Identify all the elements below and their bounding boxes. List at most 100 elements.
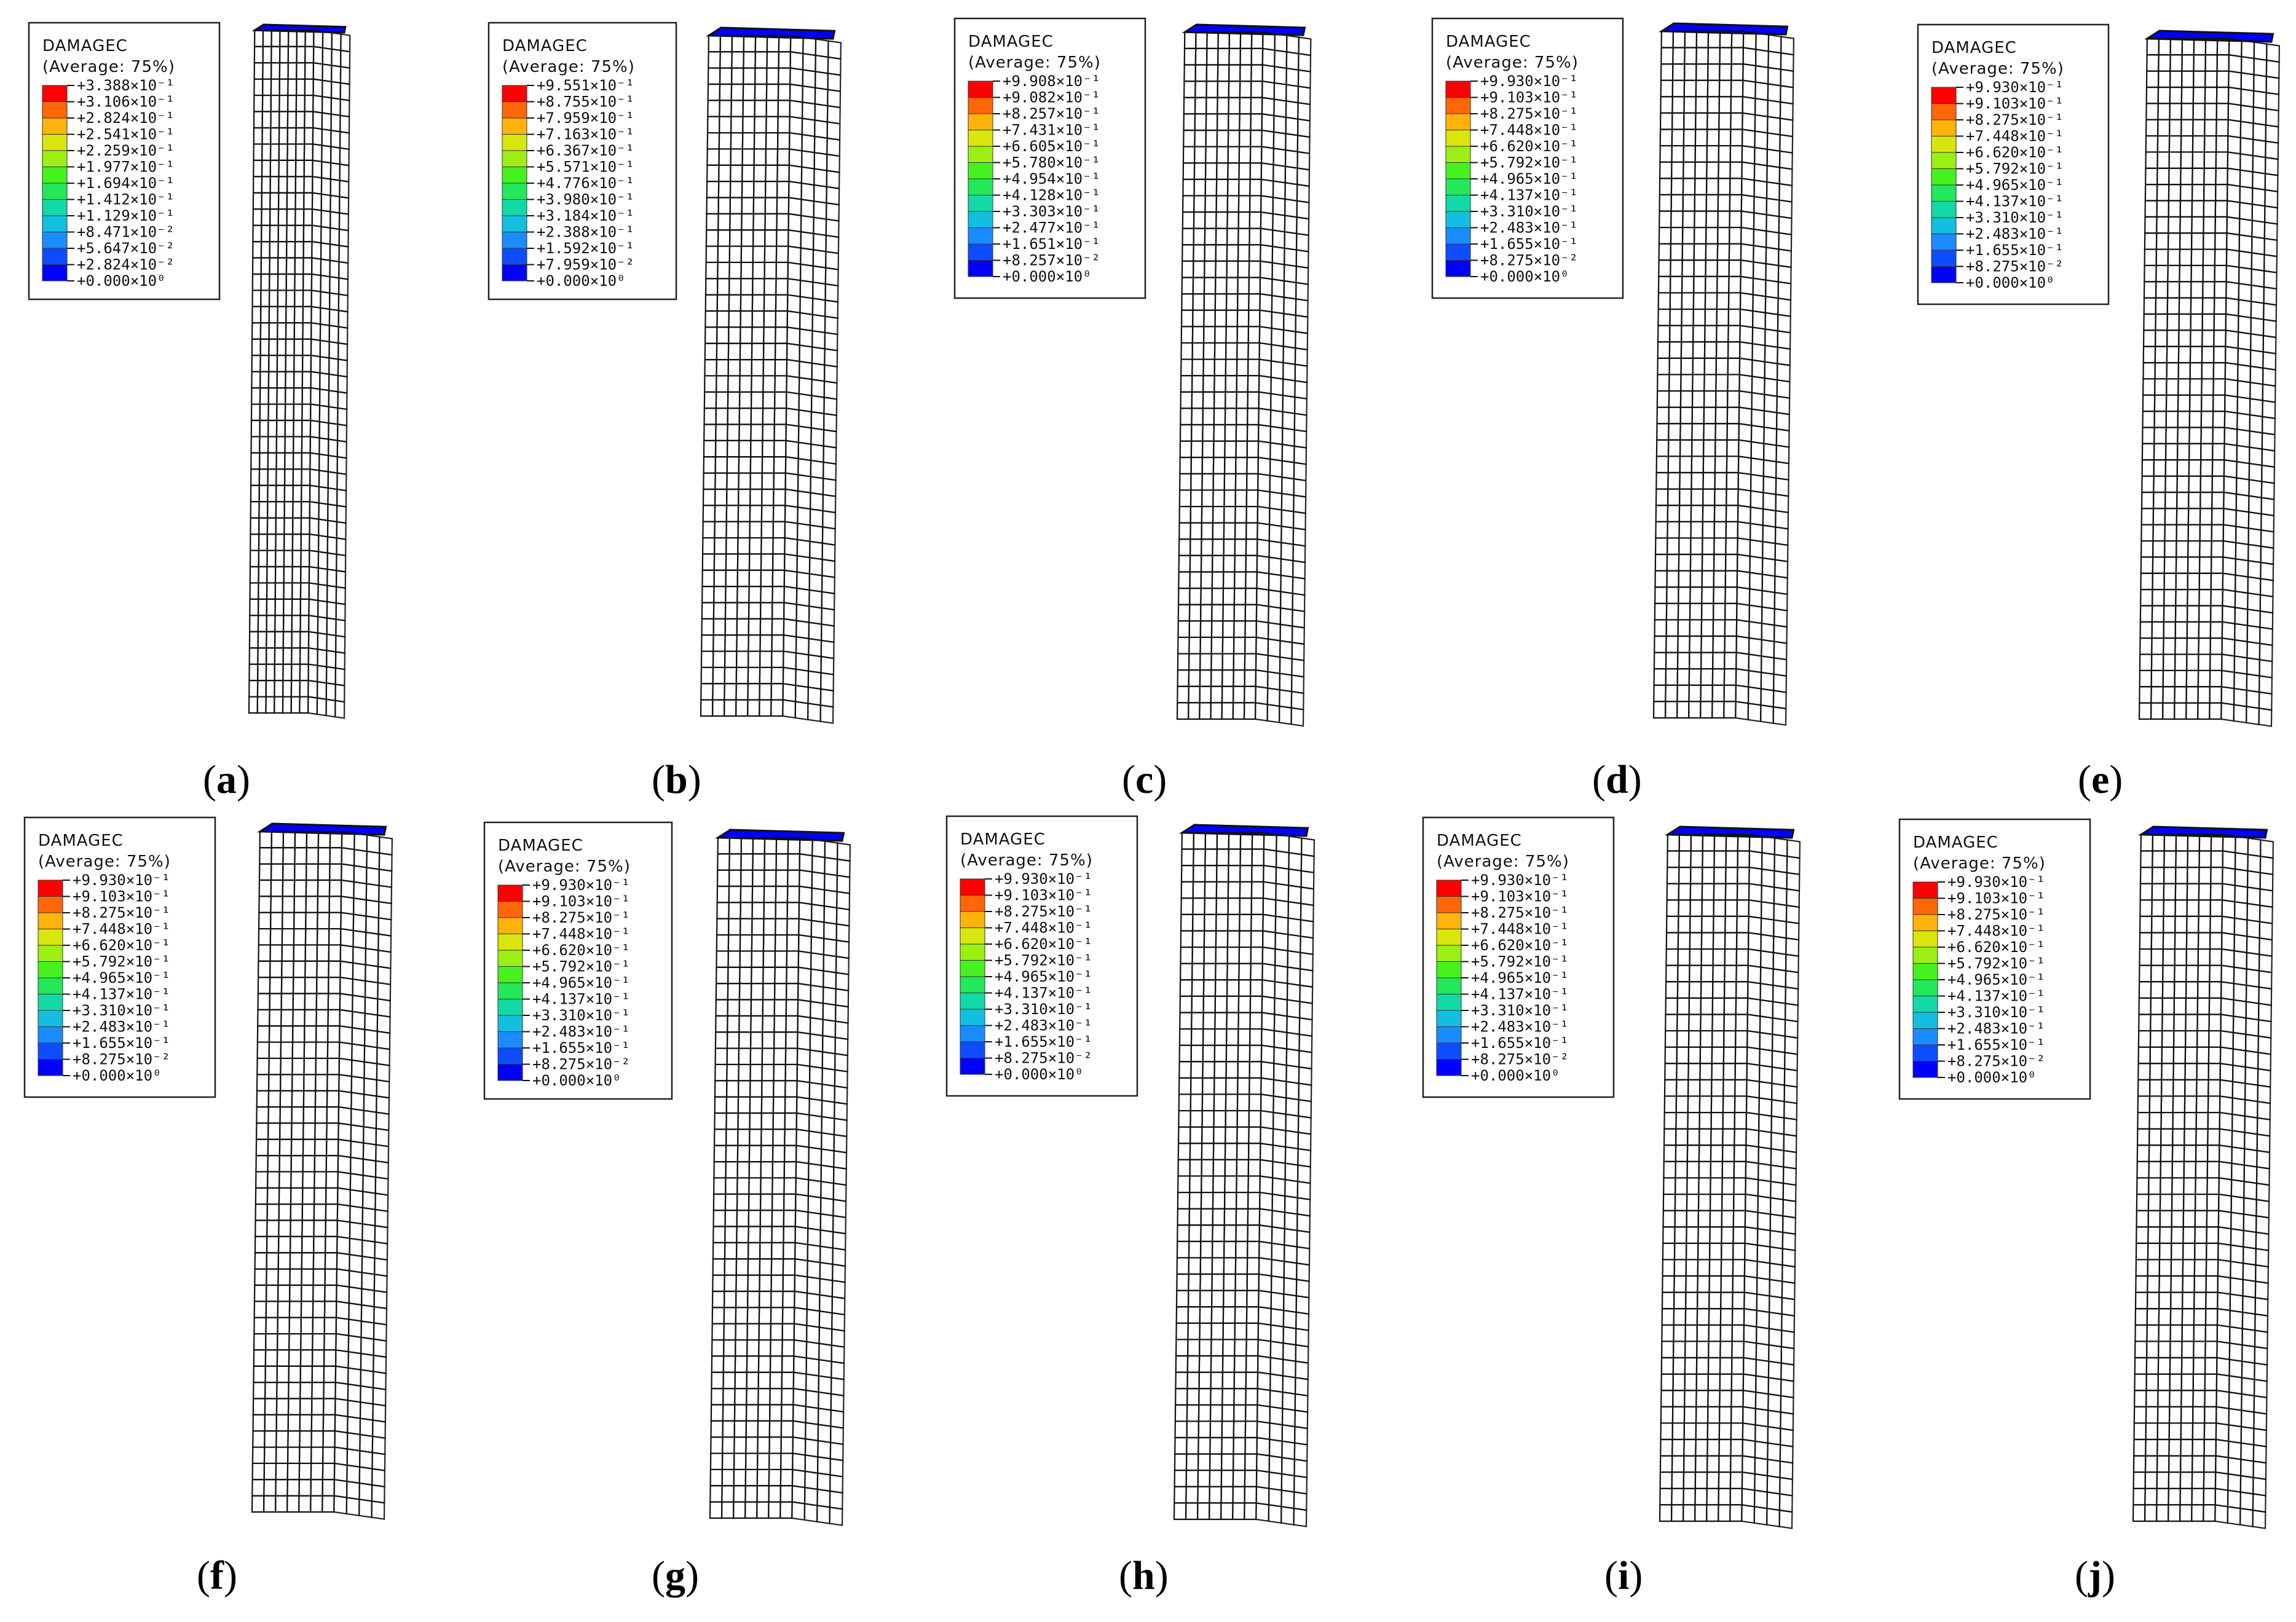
mesh-element [305, 879, 319, 897]
mesh-element [2195, 1144, 2209, 1162]
mesh-element [703, 391, 717, 409]
mesh-element [265, 696, 275, 714]
mesh-element [2213, 297, 2227, 315]
mesh-element [1249, 1028, 1263, 1046]
mesh-element [2179, 264, 2192, 283]
mesh-element [2201, 361, 2215, 380]
mesh-element [725, 505, 740, 522]
mesh-element [1232, 702, 1245, 720]
mesh-element-side [1774, 526, 1789, 546]
mesh-element [2190, 297, 2204, 315]
mesh-element [2174, 948, 2188, 966]
mesh-element [261, 143, 272, 161]
legend-value: +6.620×10⁻¹ [73, 937, 170, 954]
mesh-element [1705, 275, 1718, 294]
mesh-element [1689, 964, 1702, 983]
mesh-element [2204, 1324, 2219, 1342]
mesh-element [316, 927, 330, 946]
mesh-element [1727, 325, 1741, 343]
mesh-element-side [1296, 1229, 1311, 1250]
mesh-element [779, 1501, 793, 1519]
mesh-element-side [1284, 149, 1298, 169]
mesh-element [1703, 423, 1716, 441]
mesh-element [1209, 1404, 1223, 1422]
mesh-element [264, 1382, 278, 1400]
mesh-element [1684, 1341, 1698, 1359]
mesh-element-side [1294, 1409, 1309, 1430]
mesh-element [266, 615, 276, 632]
mesh-element [1730, 1438, 1743, 1457]
mesh-element-side [2238, 266, 2252, 286]
mesh-element [1180, 930, 1194, 948]
mesh-element [275, 419, 286, 438]
mesh-element-side [2257, 1052, 2272, 1072]
legend-g: DAMAGEC(Average: 75%)+9.930×10⁻¹+9.103×1… [483, 821, 673, 1100]
legend-value: +3.310×10⁻¹ [73, 1002, 170, 1019]
mesh-element [1237, 277, 1250, 295]
mesh-element [1671, 112, 1685, 130]
mesh-element [736, 553, 751, 571]
mesh-element [749, 456, 763, 474]
mesh-element-side [361, 1223, 376, 1243]
mesh-element [763, 902, 777, 919]
mesh-element-side [813, 184, 827, 204]
mesh-element [1713, 570, 1727, 588]
mesh-element [740, 294, 754, 312]
mesh-element [2150, 981, 2164, 999]
mesh-element [1199, 636, 1213, 655]
mesh-element [315, 1074, 328, 1092]
mesh-element [299, 647, 310, 665]
mesh-element [1722, 1079, 1736, 1097]
mesh-element [2147, 1193, 2161, 1211]
mesh-element [1189, 1143, 1203, 1160]
mesh-element-side [1255, 620, 1269, 640]
mesh-element [1180, 897, 1194, 915]
mesh-element-side [1268, 1455, 1283, 1475]
legend-value: +9.930×10⁻¹ [1471, 872, 1569, 889]
mesh-element [266, 1268, 279, 1286]
legend-value: +8.275×10⁻² [1947, 1053, 2045, 1070]
mesh-element-side [1293, 1507, 1308, 1527]
mesh-element [282, 631, 293, 649]
legend-swatch [968, 81, 993, 98]
legend-swatch [1436, 1010, 1462, 1027]
mesh-element [2145, 119, 2159, 137]
mesh-element-side [823, 396, 838, 417]
mesh-element-side [312, 61, 323, 81]
mesh-element [1688, 668, 1702, 686]
mesh-element-side [1279, 689, 1293, 709]
mesh-element [283, 565, 293, 584]
mesh-element [302, 322, 312, 340]
mesh-element [762, 423, 775, 441]
mesh-element [2177, 345, 2191, 364]
mesh-element-side [2221, 899, 2236, 919]
mesh-element-side [791, 1501, 806, 1521]
mesh-element [1717, 178, 1731, 195]
mesh-element [1226, 963, 1240, 981]
mesh-element [1201, 473, 1214, 491]
mesh-element [775, 902, 789, 919]
mesh-element [1246, 1273, 1260, 1291]
mesh-element [750, 423, 763, 441]
mesh-element [1211, 571, 1225, 589]
mesh-element [2145, 1422, 2159, 1441]
mesh-element [1725, 505, 1739, 522]
mesh-element-side [1293, 1474, 1308, 1495]
legend-subtitle: (Average: 75%) [38, 852, 171, 871]
mesh-element-side [822, 1002, 837, 1022]
legend-swatch [1931, 103, 1957, 120]
mesh-element [298, 1495, 312, 1513]
legend-value: +4.128×10⁻¹ [1003, 187, 1100, 204]
mesh-element [277, 224, 288, 243]
mesh-element-side [1785, 921, 1800, 941]
mesh-element-side [339, 195, 350, 215]
mesh-element [278, 1203, 292, 1221]
mesh-element-side [1297, 1132, 1312, 1152]
mesh-element-side [2232, 1015, 2247, 1036]
mesh-element [2149, 1029, 2163, 1048]
mesh-element [727, 342, 741, 361]
beam-top-cap [2138, 825, 2268, 839]
mesh-element [1211, 1240, 1225, 1259]
mesh-element [253, 78, 264, 96]
mesh-element-side [2256, 1133, 2271, 1154]
